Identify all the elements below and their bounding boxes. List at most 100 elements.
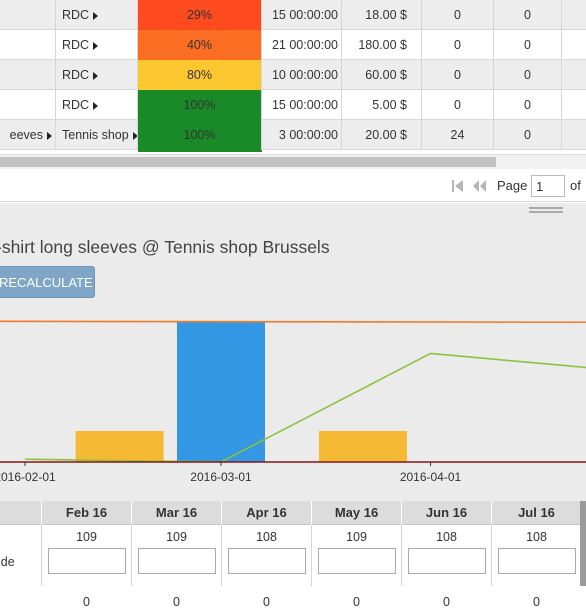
trailing-cell — [562, 120, 586, 150]
column-header[interactable]: May 16 — [312, 501, 402, 525]
percent-value: 29% — [186, 8, 213, 22]
caret-right-icon[interactable] — [132, 131, 137, 140]
forecast-value: 108 — [526, 530, 547, 544]
percent-cell: 100% — [138, 120, 262, 150]
month-column: 109 0 — [132, 525, 222, 609]
table-row — [0, 150, 586, 152]
trailing-cell — [562, 90, 586, 120]
column-header[interactable]: Apr 16 — [222, 501, 312, 525]
count-value: 0 — [524, 128, 531, 142]
override-input[interactable] — [138, 548, 216, 574]
caret-right-icon[interactable] — [93, 11, 99, 20]
override-input[interactable] — [318, 548, 396, 574]
quantity-cell: 0 — [422, 90, 494, 120]
location-cell: RDC — [56, 30, 138, 60]
bottom-value: 0 — [353, 595, 360, 609]
row-label: ide — [0, 555, 15, 569]
location-name: RDC — [62, 98, 90, 112]
duration-cell: 10 00:00:00 — [262, 60, 342, 90]
forecast-value: 109 — [76, 530, 97, 544]
table-row[interactable]: eeves Tennis shop 100% 3 00:00:00 20.00 $ 24 0 — [0, 120, 586, 150]
price-value: 20.00 $ — [365, 128, 407, 142]
duration-value: 15 00:00:00 — [271, 8, 338, 22]
location-cell: RDC — [56, 90, 138, 120]
price-cell: 180.00 $ — [342, 30, 422, 60]
previous-page-icon[interactable] — [473, 180, 486, 192]
quantity-value: 0 — [454, 8, 461, 22]
scrollbar-thumb[interactable] — [0, 157, 496, 167]
page-number-input[interactable] — [531, 175, 565, 197]
quantity-value: 0 — [454, 68, 461, 82]
count-value: 0 — [524, 8, 531, 22]
product-name-cell — [0, 60, 56, 90]
location-cell: RDC — [56, 60, 138, 90]
table-row[interactable]: RDC 29% 15 00:00:00 18.00 $ 0 0 — [0, 0, 586, 30]
price-value: 5.00 $ — [372, 98, 407, 112]
location-cell: RDC — [56, 0, 138, 30]
percent-cell — [138, 150, 262, 152]
table-row[interactable]: RDC 100% 15 00:00:00 5.00 $ 0 0 — [0, 90, 586, 120]
resize-handle-icon[interactable] — [529, 207, 563, 215]
duration-cell: 15 00:00:00 — [262, 90, 342, 120]
price-value: 18.00 $ — [365, 8, 407, 22]
count-value: 0 — [524, 38, 531, 52]
panel-edge — [580, 501, 586, 586]
percent-cell: 100% — [138, 90, 262, 120]
percent-value: 80% — [186, 68, 213, 82]
chart-series-line — [24, 352, 586, 463]
count-value: 0 — [524, 98, 531, 112]
override-input[interactable] — [408, 548, 486, 574]
table-header: Feb 16 Mar 16 Apr 16 May 16 Jun 16 Jul 16 — [0, 501, 586, 525]
bottom-value: 0 — [263, 595, 270, 609]
x-axis-tick-label: 2016-04-01 — [400, 470, 462, 484]
quantity-cell: 0 — [422, 30, 494, 60]
quantity-cell: 0 — [422, 60, 494, 90]
forecast-value: 108 — [256, 530, 277, 544]
caret-right-icon[interactable] — [93, 41, 99, 50]
quantity-cell: 0 — [422, 0, 494, 30]
column-header[interactable]: Jul 16 — [492, 501, 582, 525]
percent-value: 100% — [183, 128, 216, 142]
caret-right-icon[interactable] — [93, 101, 99, 110]
column-header[interactable]: Jun 16 — [402, 501, 492, 525]
duration-cell: 3 00:00:00 — [262, 120, 342, 150]
first-page-icon[interactable] — [452, 180, 463, 192]
percent-cell: 29% — [138, 0, 262, 30]
product-name-cell — [0, 30, 56, 60]
caret-right-icon[interactable] — [93, 71, 99, 80]
column-header[interactable]: Feb 16 — [42, 501, 132, 525]
override-input[interactable] — [228, 548, 306, 574]
location-name: Tennis shop — [62, 128, 129, 142]
month-column: 109 0 — [312, 525, 402, 609]
table-row[interactable]: RDC 80% 10 00:00:00 60.00 $ 0 0 — [0, 60, 586, 90]
table-row[interactable]: RDC 40% 21 00:00:00 180.00 $ 0 0 — [0, 30, 586, 60]
header-blank — [0, 501, 42, 525]
caret-right-icon[interactable] — [47, 131, 52, 140]
forecast-value: 108 — [436, 530, 457, 544]
trailing-cell — [562, 30, 586, 60]
percent-value: 40% — [186, 38, 213, 52]
percent-cell: 80% — [138, 60, 262, 90]
price-cell: 18.00 $ — [342, 0, 422, 30]
quantity-value: 0 — [454, 38, 461, 52]
location-cell: Tennis shop — [56, 120, 138, 150]
column-header[interactable]: Mar 16 — [132, 501, 222, 525]
duration-cell: 21 00:00:00 — [262, 30, 342, 60]
horizontal-scrollbar[interactable] — [0, 154, 586, 169]
price-cell: 5.00 $ — [342, 90, 422, 120]
bottom-value: 0 — [173, 595, 180, 609]
override-input[interactable] — [498, 548, 576, 574]
override-input[interactable] — [48, 548, 126, 574]
location-name: RDC — [62, 68, 90, 82]
recalculate-button[interactable]: RECALCULATE — [0, 266, 95, 298]
month-column: 108 0 — [492, 525, 582, 609]
product-name-cell — [0, 0, 56, 30]
count-cell: 0 — [494, 60, 562, 90]
forecast-value: 109 — [346, 530, 367, 544]
count-cell: 0 — [494, 30, 562, 60]
product-name: eeves — [9, 128, 43, 142]
bottom-value: 0 — [443, 595, 450, 609]
trailing-cell — [562, 0, 586, 30]
chart-bar — [75, 430, 164, 462]
